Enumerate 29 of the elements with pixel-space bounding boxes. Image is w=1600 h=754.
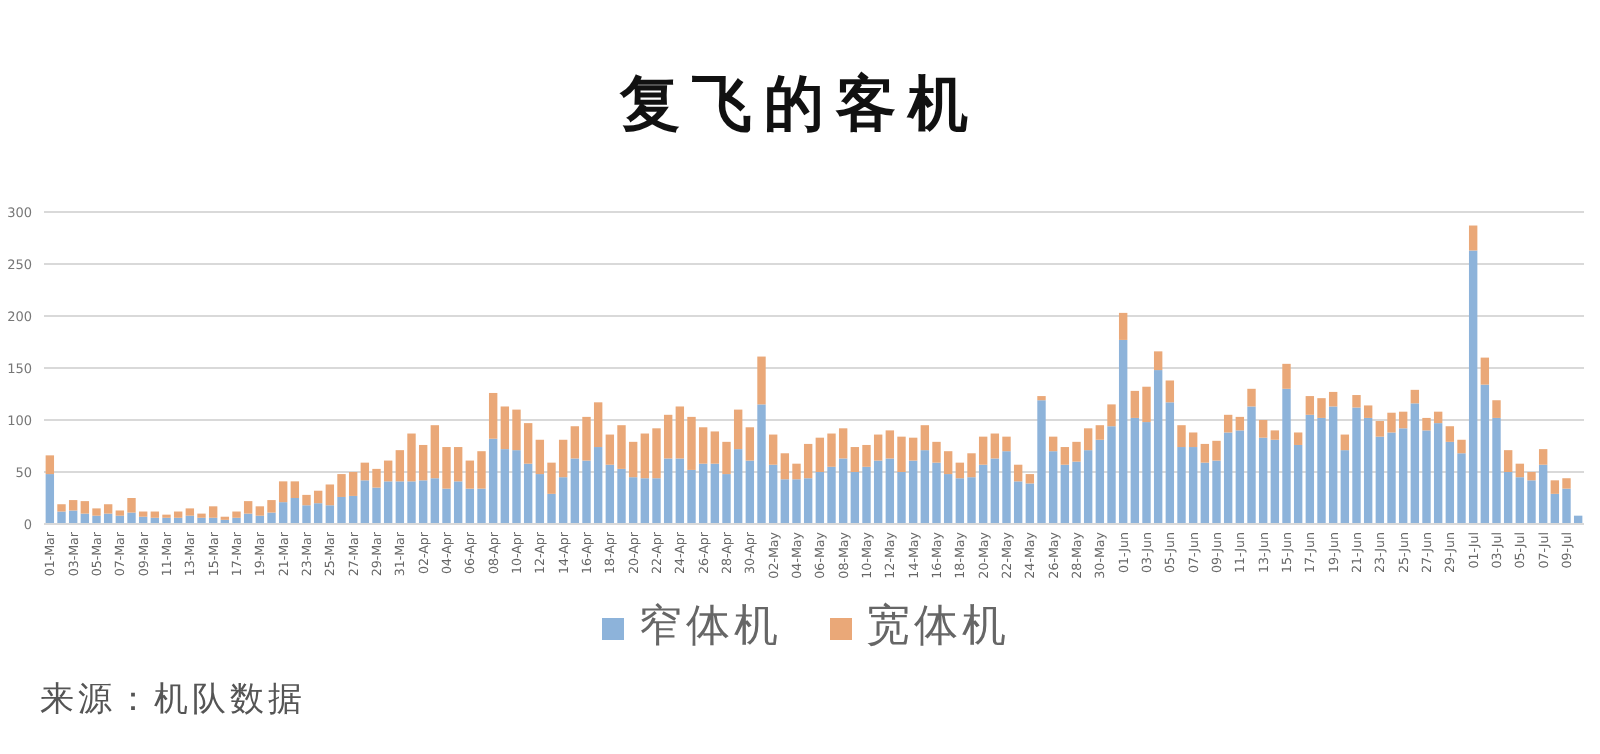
bar (1270, 430, 1280, 440)
bar (1410, 389, 1420, 404)
bar (1468, 225, 1478, 251)
bar (1340, 434, 1350, 451)
bar (488, 392, 498, 439)
source-note: 来源：机队数据 (40, 680, 306, 720)
bar (757, 356, 766, 405)
bar (1538, 449, 1548, 465)
chart-title: 复飞的客机 (618, 70, 980, 140)
bar (1247, 388, 1256, 407)
bar (1013, 464, 1023, 482)
bar (745, 427, 755, 461)
bar (1153, 351, 1163, 371)
bar (1480, 357, 1490, 385)
bar (768, 434, 778, 465)
bar (1503, 450, 1513, 472)
bar (1223, 414, 1233, 433)
bar (1165, 380, 1175, 403)
bar (1293, 432, 1303, 445)
bar (1235, 416, 1245, 431)
bar (1282, 363, 1291, 389)
bar (1025, 474, 1035, 484)
bar (45, 455, 55, 475)
bar (1118, 312, 1128, 340)
bar (1048, 436, 1058, 452)
legend-label: 窄体机 (638, 602, 782, 652)
bar (1258, 420, 1268, 438)
legend-label: 宽体机 (866, 602, 1010, 652)
bar (1492, 400, 1501, 418)
